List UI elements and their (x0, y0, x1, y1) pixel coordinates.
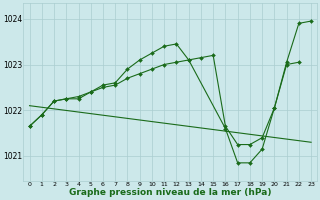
X-axis label: Graphe pression niveau de la mer (hPa): Graphe pression niveau de la mer (hPa) (69, 188, 272, 197)
